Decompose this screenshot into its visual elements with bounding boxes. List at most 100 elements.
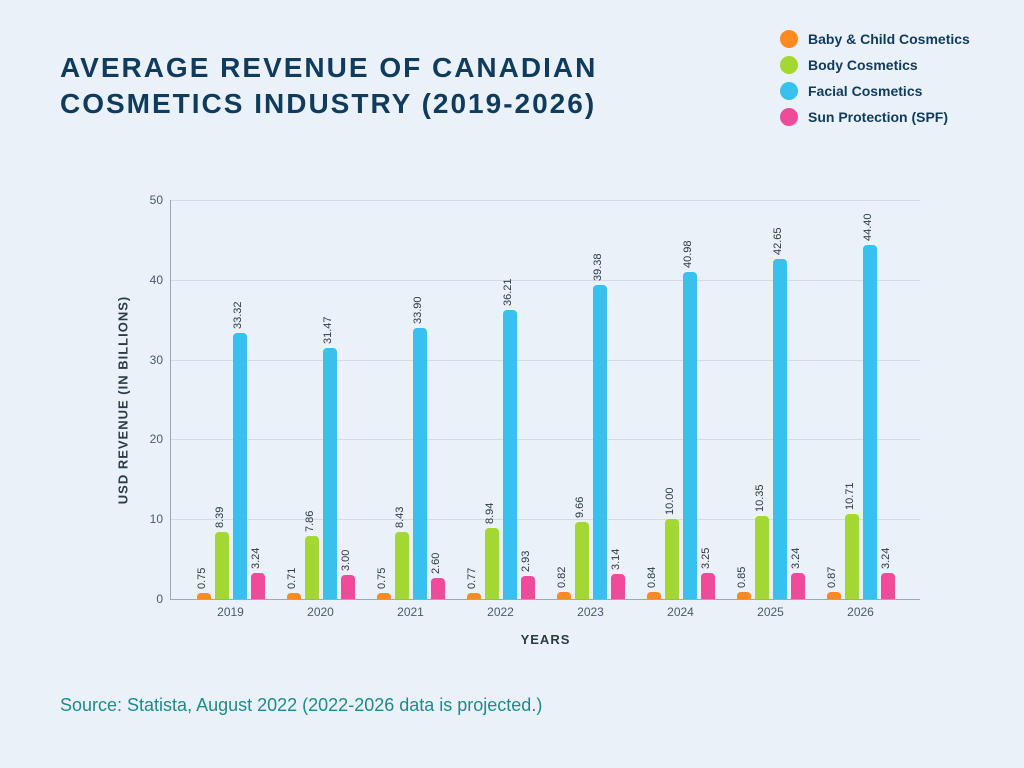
bar-value-label: 10.35 — [754, 485, 766, 513]
bar-group: 0.758.3933.323.242019 — [197, 200, 265, 599]
plot-area: USD REVENUE (IN BILLIONS) YEARS 01020304… — [170, 200, 920, 600]
bar-value-label: 0.75 — [196, 568, 208, 589]
bar-group: 0.8710.7144.403.242026 — [827, 200, 895, 599]
grid-line — [171, 519, 920, 520]
bar: 0.77 — [467, 593, 481, 599]
legend-item: Body Cosmetics — [780, 56, 1000, 74]
y-tick-label: 50 — [150, 193, 171, 207]
bar: 3.14 — [611, 574, 625, 599]
bar: 33.90 — [413, 328, 427, 599]
bar-value-label: 31.47 — [322, 316, 334, 344]
bar: 0.84 — [647, 592, 661, 599]
bar-value-label: 0.84 — [646, 567, 658, 588]
legend-swatch — [780, 30, 798, 48]
bar: 8.39 — [215, 532, 229, 599]
bar: 0.87 — [827, 592, 841, 599]
bar-value-label: 0.71 — [286, 568, 298, 589]
bar-value-label: 44.40 — [862, 213, 874, 241]
x-tick-label: 2020 — [307, 599, 334, 619]
bar: 3.24 — [251, 573, 265, 599]
bar-value-label: 0.75 — [376, 568, 388, 589]
bar-value-label: 0.82 — [556, 567, 568, 588]
bar-group: 0.8410.0040.983.252024 — [647, 200, 715, 599]
bar-value-label: 3.24 — [880, 548, 892, 569]
bar: 39.38 — [593, 285, 607, 599]
bar-value-label: 39.38 — [592, 253, 604, 281]
bar-value-label: 0.85 — [736, 567, 748, 588]
y-axis-label: USD REVENUE (IN BILLIONS) — [116, 295, 131, 503]
grid-line — [171, 200, 920, 201]
bar-value-label: 10.71 — [844, 482, 856, 510]
bar-group: 0.829.6639.383.142023 — [557, 200, 625, 599]
bar: 10.35 — [755, 516, 769, 599]
legend-swatch — [780, 82, 798, 100]
legend-item: Baby & Child Cosmetics — [780, 30, 1000, 48]
legend-label: Facial Cosmetics — [808, 83, 922, 99]
bar: 42.65 — [773, 259, 787, 599]
bar-value-label: 42.65 — [772, 227, 784, 255]
bar-value-label: 36.21 — [502, 279, 514, 307]
bar-group: 0.717.8631.473.002020 — [287, 200, 355, 599]
bar: 3.00 — [341, 575, 355, 599]
bar-value-label: 3.24 — [790, 548, 802, 569]
page-title: AVERAGE REVENUE OF CANADIAN COSMETICS IN… — [60, 50, 700, 123]
bar: 0.75 — [197, 593, 211, 599]
y-tick-label: 0 — [156, 592, 171, 606]
grid-line — [171, 360, 920, 361]
bar-value-label: 8.43 — [394, 506, 406, 527]
bar-value-label: 2.93 — [520, 550, 532, 571]
page: AVERAGE REVENUE OF CANADIAN COSMETICS IN… — [0, 0, 1024, 768]
bar: 8.94 — [485, 528, 499, 599]
x-tick-label: 2025 — [757, 599, 784, 619]
x-axis-label: YEARS — [171, 632, 920, 647]
bar: 0.75 — [377, 593, 391, 599]
legend: Baby & Child Cosmetics Body Cosmetics Faci… — [780, 30, 1000, 134]
y-tick-label: 40 — [150, 273, 171, 287]
bar-value-label: 33.32 — [232, 302, 244, 330]
x-tick-label: 2026 — [847, 599, 874, 619]
bar: 31.47 — [323, 348, 337, 599]
bar: 40.98 — [683, 272, 697, 599]
bar: 3.24 — [881, 573, 895, 599]
bar: 10.00 — [665, 519, 679, 599]
bar-group: 0.8510.3542.653.242025 — [737, 200, 805, 599]
bar: 33.32 — [233, 333, 247, 599]
bar-value-label: 7.86 — [304, 511, 316, 532]
legend-item: Facial Cosmetics — [780, 82, 1000, 100]
bar: 7.86 — [305, 536, 319, 599]
bar-value-label: 3.25 — [700, 548, 712, 569]
y-tick-label: 20 — [150, 432, 171, 446]
bar-value-label: 0.87 — [826, 567, 838, 588]
bar: 3.25 — [701, 573, 715, 599]
x-tick-label: 2021 — [397, 599, 424, 619]
bar-value-label: 3.24 — [250, 548, 262, 569]
bar-value-label: 40.98 — [682, 240, 694, 268]
bar-value-label: 0.77 — [466, 567, 478, 588]
legend-swatch — [780, 108, 798, 126]
bar: 8.43 — [395, 532, 409, 599]
bar-group: 0.758.4333.902.602021 — [377, 200, 445, 599]
legend-label: Body Cosmetics — [808, 57, 918, 73]
bar-value-label: 3.14 — [610, 549, 622, 570]
bar-value-label: 8.39 — [214, 507, 226, 528]
revenue-chart: USD REVENUE (IN BILLIONS) YEARS 0 10 20 30 4… — [110, 180, 930, 660]
bar: 0.71 — [287, 593, 301, 599]
grid-line — [171, 280, 920, 281]
bar: 10.71 — [845, 514, 859, 599]
legend-label: Sun Protection (SPF) — [808, 109, 948, 125]
grid-line — [171, 439, 920, 440]
x-tick-label: 2019 — [217, 599, 244, 619]
source-note: Source: Statista, August 2022 (2022-2026… — [60, 695, 542, 716]
bar: 2.93 — [521, 576, 535, 599]
y-tick-label: 30 — [150, 353, 171, 367]
x-tick-label: 2023 — [577, 599, 604, 619]
x-tick-label: 2024 — [667, 599, 694, 619]
bar-value-label: 9.66 — [574, 497, 586, 518]
bar-group: 0.778.9436.212.932022 — [467, 200, 535, 599]
bar-value-label: 10.00 — [664, 488, 676, 516]
bar: 0.82 — [557, 592, 571, 599]
x-tick-label: 2022 — [487, 599, 514, 619]
bar: 36.21 — [503, 310, 517, 599]
y-tick-label: 10 — [150, 512, 171, 526]
bar-value-label: 2.60 — [430, 553, 442, 574]
